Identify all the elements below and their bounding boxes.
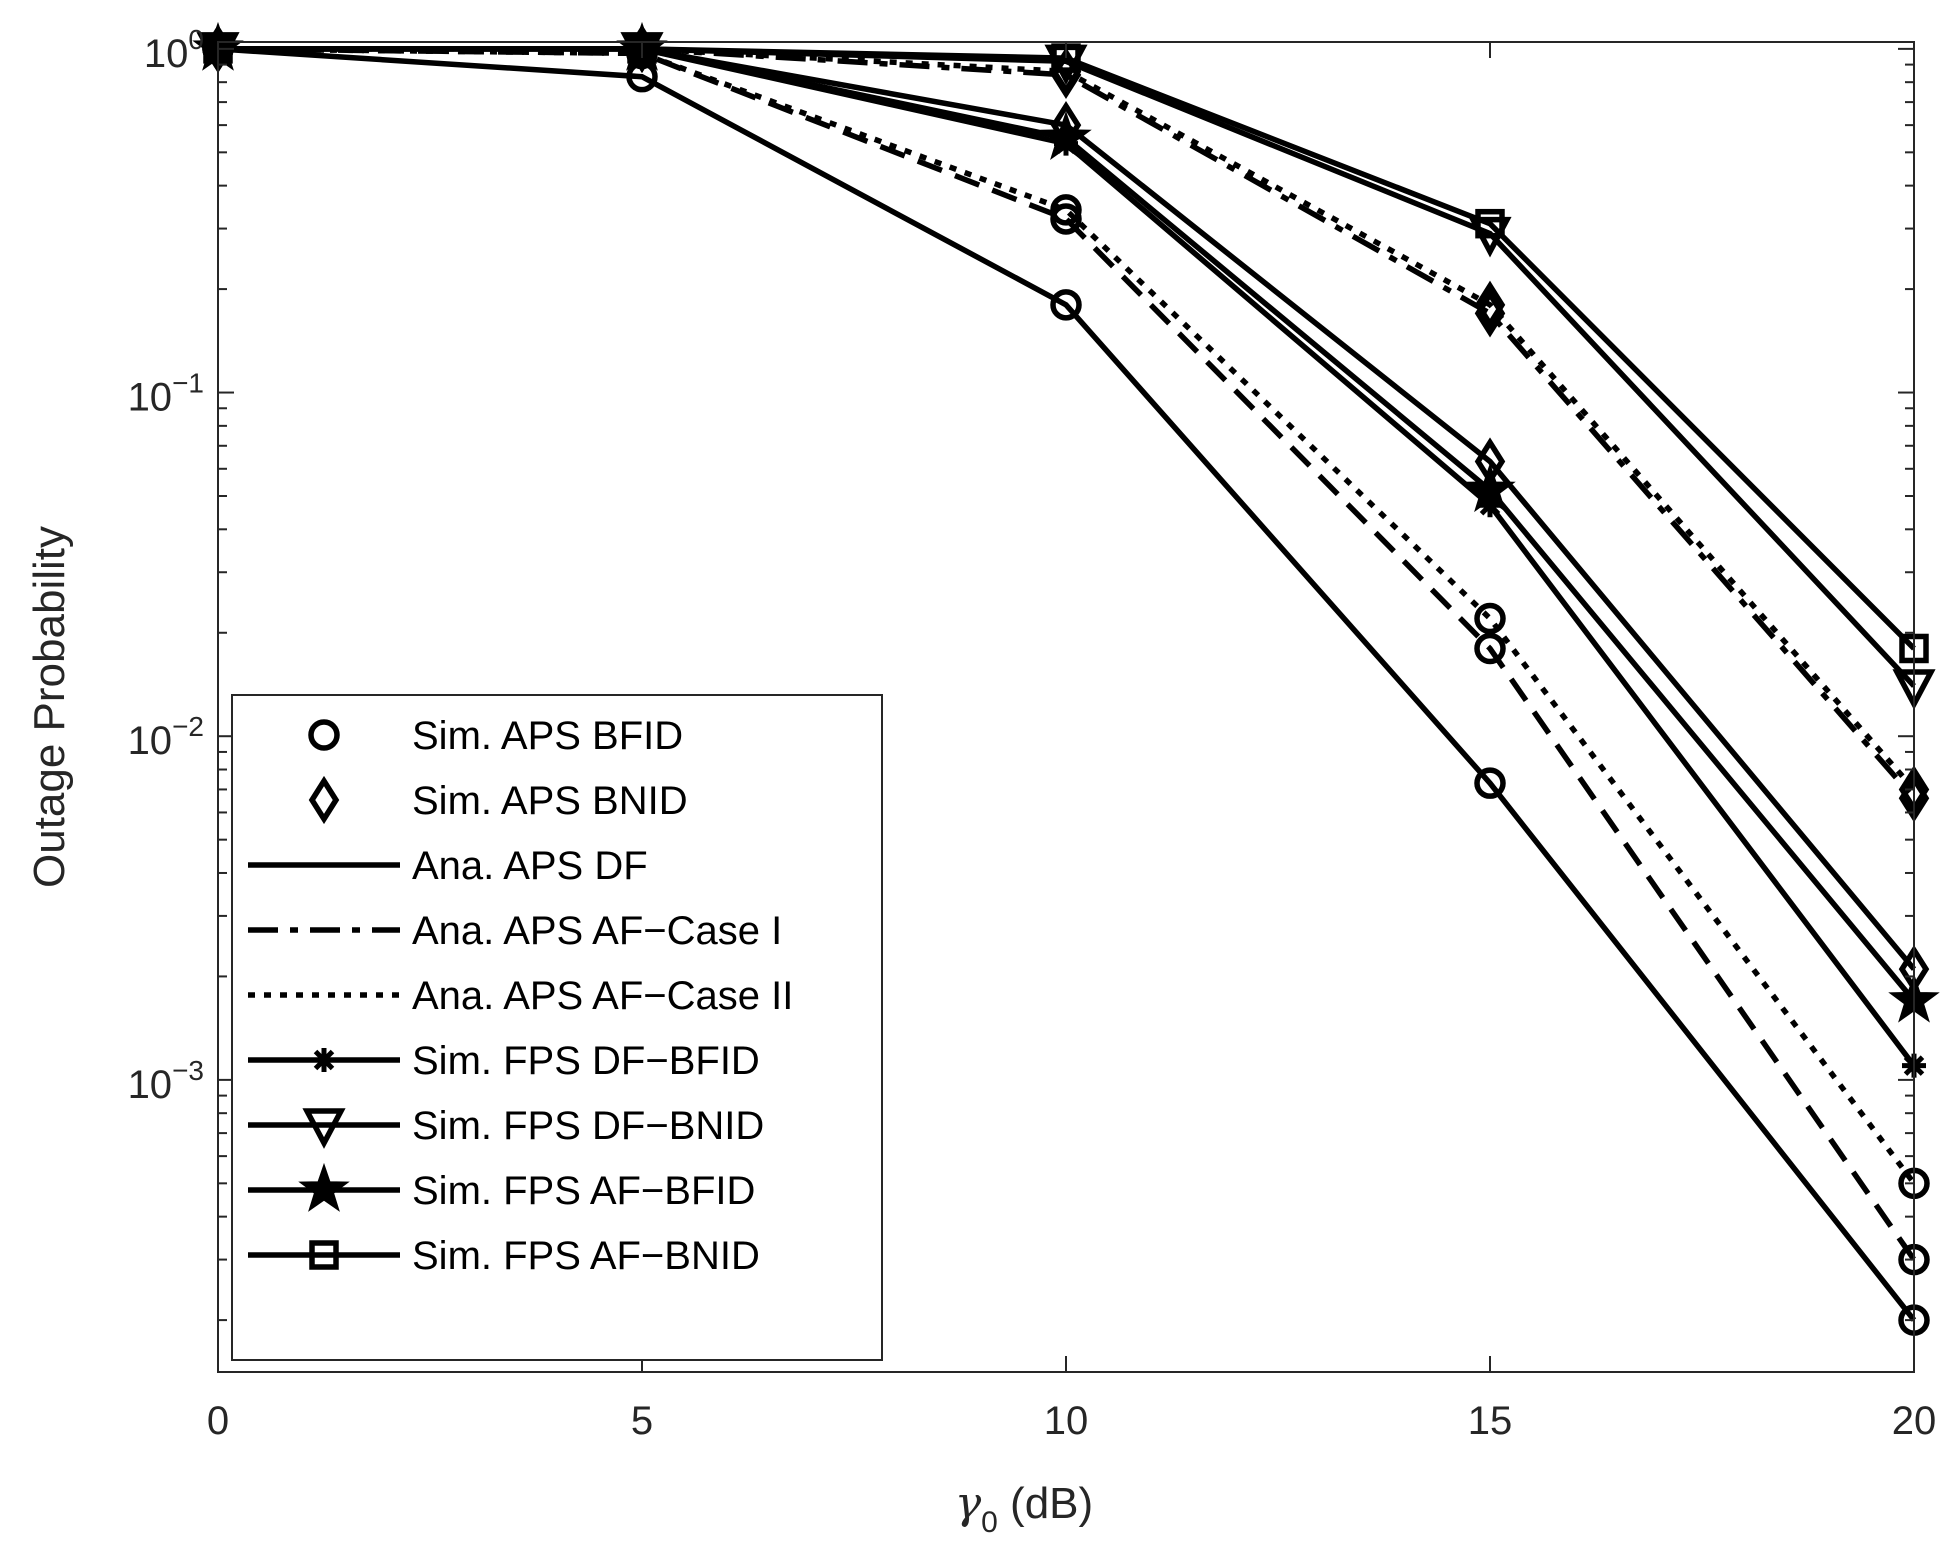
x-tick-label: 0 bbox=[207, 1399, 229, 1443]
y-tick-label-base: 10 bbox=[128, 376, 173, 420]
legend-label: Ana. APS AF−Case I bbox=[412, 909, 782, 953]
data-point-circle bbox=[1474, 767, 1506, 799]
legend-marker-circle bbox=[308, 719, 340, 751]
y-tick-label-exponent: −1 bbox=[172, 368, 204, 399]
x-tick-label: 5 bbox=[631, 1399, 653, 1443]
x-axis-label-subscript: 0 bbox=[981, 1506, 998, 1539]
data-point-circle bbox=[1050, 203, 1082, 235]
legend-entry: Sim. FPS DF−BNID bbox=[248, 1104, 764, 1149]
legend-entry: Sim. FPS AF−BFID bbox=[248, 1162, 755, 1213]
series-line bbox=[217, 46, 1917, 1322]
y-tick-label-base: 10 bbox=[144, 32, 189, 76]
legend-label: Sim. FPS AF−BFID bbox=[412, 1169, 755, 1213]
data-point-square bbox=[1475, 208, 1505, 239]
x-axis-label-unit: (dB) bbox=[998, 1479, 1093, 1528]
y-tick-label: 10−1 bbox=[128, 368, 204, 420]
legend-box bbox=[231, 694, 883, 1361]
legend-marker-asterisk-stroke bbox=[313, 1049, 335, 1071]
legend-label: Sim. FPS DF−BNID bbox=[412, 1104, 764, 1148]
legend-marker-pentagram bbox=[298, 1162, 350, 1212]
y-tick-label-base: 10 bbox=[128, 1063, 173, 1107]
legend-label: Sim. FPS DF−BFID bbox=[412, 1039, 760, 1083]
legend-entry: Sim. APS BFID bbox=[308, 714, 683, 758]
legend-marker-triangle-down bbox=[302, 1108, 346, 1149]
x-tick-label: 10 bbox=[1044, 1399, 1089, 1443]
data-point-circle bbox=[1474, 632, 1506, 665]
legend-entry: Sim. FPS DF−BFID bbox=[248, 1039, 760, 1083]
legend-label: Ana. APS DF bbox=[412, 844, 648, 888]
data-point-circle bbox=[1474, 602, 1506, 635]
legend-marker-diamond bbox=[308, 775, 340, 825]
data-point-pentagram bbox=[1464, 463, 1516, 513]
legend-entry: Sim. APS BNID bbox=[308, 775, 688, 825]
legend-label: Ana. APS AF−Case II bbox=[412, 974, 793, 1018]
series-layer bbox=[192, 21, 1940, 1336]
legend-label: Sim. APS BFID bbox=[412, 714, 683, 758]
x-tick-label: 15 bbox=[1468, 1399, 1513, 1443]
legend: Sim. APS BFID Sim. APS BNID Ana. APS DF Ana… bbox=[231, 694, 883, 1361]
data-point-diamond bbox=[1474, 280, 1506, 329]
x-axis-label: γ0 (dB) bbox=[955, 1478, 1093, 1539]
data-point-pentagram bbox=[1040, 111, 1092, 160]
legend-entry: Ana. APS AF−Case I bbox=[248, 909, 782, 953]
data-point-circle bbox=[1050, 194, 1082, 226]
y-tick-label: 100 bbox=[144, 24, 204, 76]
legend-marker-square bbox=[309, 1240, 339, 1270]
y-tick-label-base: 10 bbox=[128, 719, 173, 763]
x-axis: 0 5 10 15 20 bbox=[207, 42, 1936, 1443]
y-tick-label: 10−3 bbox=[128, 1055, 204, 1107]
y-axis-label: Outage Probability bbox=[25, 526, 74, 888]
legend-marker-asterisk bbox=[312, 1048, 336, 1072]
legend-entry: Ana. APS DF bbox=[248, 844, 648, 888]
series-0 bbox=[217, 46, 1917, 1322]
y-tick-label: 10−2 bbox=[128, 711, 204, 763]
series-1 bbox=[217, 46, 1917, 1262]
data-point-square bbox=[627, 34, 657, 64]
series-2 bbox=[217, 46, 1917, 1185]
series-line bbox=[217, 46, 1917, 1185]
x-axis-label-symbol: γ bbox=[955, 1478, 982, 1529]
series-line bbox=[217, 46, 1917, 1262]
legend-label: Sim. APS BNID bbox=[412, 779, 688, 823]
y-tick-label-exponent: −3 bbox=[172, 1055, 204, 1086]
data-point-circle bbox=[1050, 289, 1082, 321]
legend-label: Sim. FPS AF−BNID bbox=[412, 1234, 760, 1278]
legend-entry: Sim. FPS AF−BNID bbox=[248, 1234, 760, 1278]
series-line bbox=[218, 46, 1916, 651]
y-tick-label-exponent: 0 bbox=[188, 24, 204, 55]
x-tick-label: 20 bbox=[1892, 1399, 1937, 1443]
y-tick-label-exponent: −2 bbox=[172, 711, 204, 742]
legend-entry: Ana. APS AF−Case II bbox=[248, 974, 793, 1018]
